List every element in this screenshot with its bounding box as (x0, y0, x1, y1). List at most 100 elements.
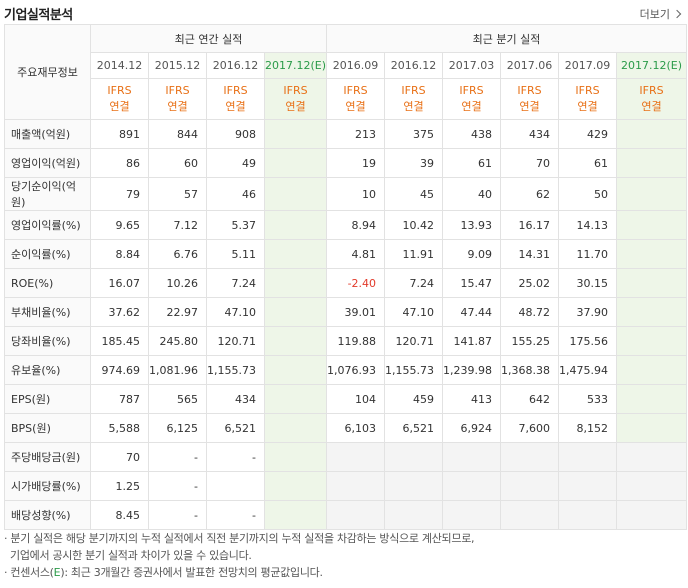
value-cell: 10 (326, 177, 386, 211)
basis-header: IFRS 연결 (442, 78, 502, 120)
value-cell (616, 471, 688, 501)
value-cell: 8.94 (326, 210, 386, 240)
value-cell: 6,103 (326, 413, 386, 443)
value-cell: 47.44 (442, 297, 502, 327)
value-cell: 891 (90, 119, 149, 149)
value-cell: 22.97 (148, 297, 207, 327)
period-header-row: 2014.12 2015.12 2016.12 2017.12(E) 2016.09 20… (5, 52, 688, 79)
value-cell: 14.13 (558, 210, 618, 240)
basis-standard: IFRS (639, 84, 664, 97)
value-cell: 104 (326, 384, 386, 414)
value-cell: 565 (148, 384, 207, 414)
value-cell: 14.31 (500, 239, 560, 269)
period-header: 2015.12 (148, 52, 207, 79)
value-cell: 48.72 (500, 297, 560, 327)
chevron-right-icon (672, 9, 682, 19)
value-cell: 213 (326, 119, 386, 149)
value-cell: 434 (500, 119, 560, 149)
value-cell: 49 (206, 148, 265, 178)
value-cell: 70 (500, 148, 560, 178)
basis-standard: IFRS (575, 84, 600, 97)
period-header: 2016.12 (384, 52, 444, 79)
value-cell: 11.91 (384, 239, 444, 269)
period-header: 2017.12(E) (263, 52, 328, 79)
value-cell: 8.84 (90, 239, 149, 269)
value-cell: 25.02 (500, 268, 560, 298)
basis-scope: 연결 (577, 100, 598, 113)
value-cell (616, 384, 688, 414)
financial-table: 주요재무정보 최근 연간 실적 최근 분기 실적 2014.12 2015.12 2… (4, 24, 688, 530)
section-title: 기업실적분석 (4, 8, 73, 23)
table-row: BPS(원) 5,588 6,125 6,521 6,103 6,521 6,924 7,60… (4, 413, 688, 443)
value-cell (263, 119, 328, 149)
value-cell (263, 210, 328, 240)
basis-scope: 연결 (345, 100, 366, 113)
value-cell: 6.76 (148, 239, 207, 269)
value-cell: 642 (500, 384, 560, 414)
value-cell: 7,600 (500, 413, 560, 443)
table-row: 당기순이익(억원) 79 57 46 10 45 40 62 50 (4, 177, 688, 211)
period-header: 2017.09 (558, 52, 618, 79)
footnote-quarterly: · 분기 실적은 해당 분기까지의 누적 실적에서 직전 분기까지의 누적 실적… (4, 532, 475, 545)
value-cell: 11.70 (558, 239, 618, 269)
value-cell: 7.24 (206, 268, 265, 298)
value-cell: 413 (442, 384, 502, 414)
period-header: 2016.09 (326, 52, 386, 79)
row-label: 당기순이익(억원) (4, 177, 91, 211)
table-row: 순이익률(%) 8.84 6.76 5.11 4.81 11.91 9.09 14.31 11.… (4, 239, 688, 269)
value-cell: 5.11 (206, 239, 265, 269)
value-cell: 39.01 (326, 297, 386, 327)
value-cell: 70 (90, 442, 149, 472)
value-cell (616, 326, 688, 356)
value-cell: 974.69 (90, 355, 149, 385)
value-cell: 45 (384, 177, 444, 211)
row-label: EPS(원) (4, 384, 91, 414)
value-cell: 155.25 (500, 326, 560, 356)
basis-standard: IFRS (223, 84, 248, 97)
value-cell (263, 500, 328, 530)
value-cell (500, 442, 560, 472)
basis-header: IFRS 연결 (558, 78, 618, 120)
basis-scope: 연결 (109, 100, 130, 113)
value-cell: 37.90 (558, 297, 618, 327)
basis-header: IFRS 연결 (263, 78, 328, 120)
value-cell: 9.65 (90, 210, 149, 240)
value-cell: 908 (206, 119, 265, 149)
row-label: 시가배당률(%) (4, 471, 91, 501)
table-row: 배당성향(%) 8.45- - (4, 500, 688, 530)
basis-header: IFRS 연결 (90, 78, 149, 120)
value-cell: - (206, 500, 265, 530)
table-row: 유보율(%) 974.69 1,081.96 1,155.73 1,076.93 1,15… (4, 355, 688, 385)
value-cell (263, 326, 328, 356)
value-cell (263, 239, 328, 269)
value-cell (206, 471, 265, 501)
value-cell: 844 (148, 119, 207, 149)
more-link[interactable]: 더보기 (639, 6, 682, 22)
value-cell: 1,368.38 (500, 355, 560, 385)
value-cell: -2.40 (326, 268, 386, 298)
row-label: BPS(원) (4, 413, 91, 443)
row-label: 부채비율(%) (4, 297, 91, 327)
period-header: 2014.12 (90, 52, 149, 79)
value-cell (616, 355, 688, 385)
table-row: EPS(원) 787 565 434 104 459 413 642 533 (4, 384, 688, 414)
row-label: 영업이익률(%) (4, 210, 91, 240)
value-cell: 79 (90, 177, 149, 211)
period-header: 2017.06 (500, 52, 560, 79)
value-cell: 86 (90, 148, 149, 178)
value-cell (616, 413, 688, 443)
value-cell (263, 442, 328, 472)
value-cell (500, 471, 560, 501)
footnotes: · 분기 실적은 해당 분기까지의 누적 실적에서 직전 분기까지의 누적 실적… (4, 530, 475, 581)
row-label-header: 주요재무정보 (4, 24, 91, 120)
basis-standard: IFRS (401, 84, 426, 97)
basis-standard: IFRS (517, 84, 542, 97)
basis-standard: IFRS (343, 84, 368, 97)
value-cell (442, 442, 502, 472)
more-link-label: 더보기 (639, 8, 670, 21)
value-cell: 46 (206, 177, 265, 211)
value-cell (616, 268, 688, 298)
value-cell (442, 471, 502, 501)
value-cell: 120.71 (206, 326, 265, 356)
value-cell (263, 148, 328, 178)
